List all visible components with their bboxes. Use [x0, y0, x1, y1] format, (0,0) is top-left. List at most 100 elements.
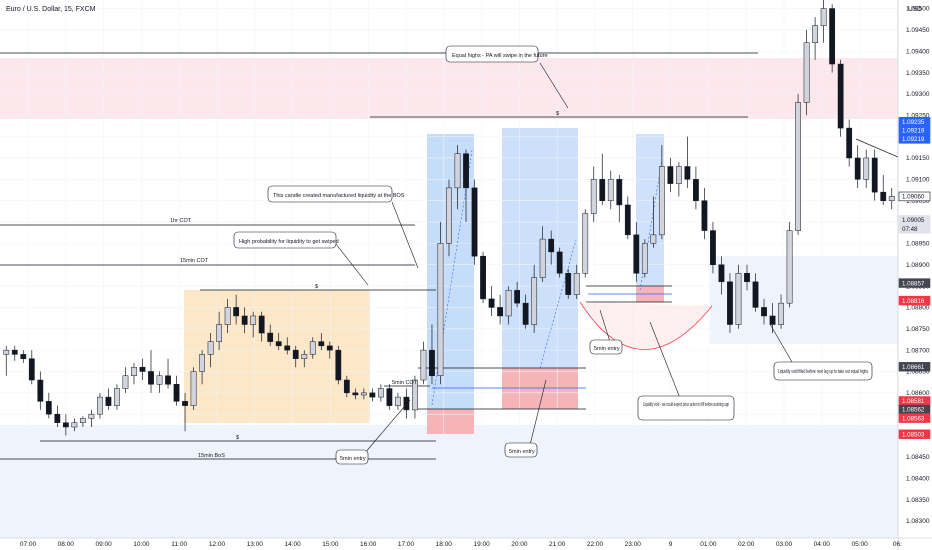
x-tick-label: 08:00 — [58, 541, 75, 548]
callout-equal-highs: Equal highs - PA will swipe in the futur… — [445, 45, 548, 63]
candle — [488, 286, 495, 316]
candle-body — [710, 230, 716, 265]
y-tick-label: 1.09100 — [906, 177, 930, 184]
y-tick-label: 1.08400 — [906, 475, 930, 482]
candle-body — [752, 281, 759, 308]
candle — [497, 294, 503, 325]
candle — [45, 392, 52, 419]
y-tick-label: 1.08750 — [906, 326, 930, 333]
candle — [548, 230, 555, 265]
candle — [139, 358, 146, 381]
candle — [275, 333, 282, 351]
x-tick-label: 14:00 — [284, 541, 301, 548]
candle-body — [650, 234, 657, 244]
candle-body — [727, 281, 733, 325]
candle — [607, 170, 614, 210]
candle-body — [837, 63, 844, 129]
candle-body — [693, 179, 699, 201]
candle — [429, 324, 435, 385]
candle-body — [446, 187, 452, 244]
candle — [105, 388, 112, 410]
candle — [463, 149, 469, 223]
candle-body — [258, 315, 265, 334]
callout-high-probability: High probability for liquidity to get sw… — [233, 231, 339, 249]
red-zone-2 — [502, 368, 578, 409]
candle-body — [173, 384, 180, 402]
grid — [0, 0, 898, 538]
y-tick-label: 1.09150 — [906, 155, 930, 162]
line-label-15min-cot: 15min COT — [180, 258, 209, 264]
candle-body — [207, 341, 214, 355]
candle — [582, 209, 589, 278]
price-tag: 1.09235 — [898, 116, 931, 127]
price-tag: 1.09219 — [898, 125, 931, 135]
candle — [735, 264, 742, 329]
candle — [369, 388, 376, 402]
candle-body — [284, 345, 291, 351]
annotation-lines — [0, 52, 899, 460]
candle-body — [250, 315, 257, 325]
candle-body — [556, 251, 563, 274]
line-label-15min-bos: 15min BoS — [198, 453, 225, 459]
candle-body — [156, 375, 163, 385]
candle-body — [718, 264, 725, 283]
callout-liquidity-void-line-1: Liquidity void - we could expect price a… — [643, 402, 729, 408]
candle — [846, 119, 853, 167]
candle-body — [352, 392, 359, 396]
x-tick-label: 17:00 — [398, 541, 415, 548]
candle — [403, 388, 410, 419]
candle — [284, 337, 291, 355]
candle — [182, 392, 188, 432]
x-tick-label: 06: — [893, 541, 902, 548]
candle — [88, 409, 95, 427]
candle-body — [667, 166, 674, 184]
red-zone-1 — [427, 409, 474, 434]
candle — [863, 149, 870, 188]
candle — [667, 157, 674, 193]
price-tag-label: 1.09005 — [902, 217, 925, 224]
time-axis-bg — [0, 538, 932, 550]
candle-body — [548, 238, 555, 253]
candle-body — [829, 8, 836, 65]
candle-body — [616, 179, 623, 206]
price-axis-bg — [898, 0, 932, 550]
candle — [412, 375, 418, 419]
candle — [624, 196, 631, 240]
price-tag-label: 1.09235 — [902, 119, 925, 126]
price-tag-label: 1.09219 — [902, 136, 925, 143]
callout-liquidity-void: Liquidity void - we could expect price a… — [637, 395, 735, 421]
candle — [37, 371, 44, 410]
line-label-dollar-low: $ — [236, 435, 239, 441]
candle — [199, 350, 205, 385]
callouts: Equal highs - PA will swipe in the futur… — [233, 45, 873, 465]
candle — [326, 341, 333, 359]
y-tick-label: 1.09050 — [906, 198, 930, 205]
candle-body — [497, 307, 503, 317]
svg-text:Liquidity void filled before n: Liquidity void filled before next leg up… — [778, 369, 868, 375]
x-tick-label: 15:00 — [322, 541, 339, 548]
candle — [343, 375, 350, 398]
candle — [871, 149, 878, 201]
candle — [641, 239, 648, 278]
candle-body — [20, 354, 27, 359]
x-tick-label: 23:00 — [625, 541, 642, 548]
candle — [829, 4, 836, 73]
candle — [803, 29, 810, 116]
candle — [386, 384, 393, 410]
candle — [360, 388, 367, 400]
candle-body — [863, 157, 870, 180]
price-tag-label: 1.08562 — [902, 407, 925, 414]
callout-manufactured-liquidity: This candle created manufactured liquidi… — [267, 185, 405, 203]
candle-body — [267, 332, 274, 342]
candle-body — [71, 422, 78, 428]
candle-body — [624, 204, 631, 236]
x-tick-label: 22:00 — [587, 541, 604, 548]
svg-text:5min entry: 5min entry — [509, 449, 535, 455]
candle-body — [471, 187, 478, 257]
candle — [854, 145, 861, 188]
candle-body — [292, 349, 299, 359]
candle — [744, 264, 750, 291]
candle — [377, 384, 384, 402]
x-tick-label: 13:00 — [247, 541, 264, 548]
